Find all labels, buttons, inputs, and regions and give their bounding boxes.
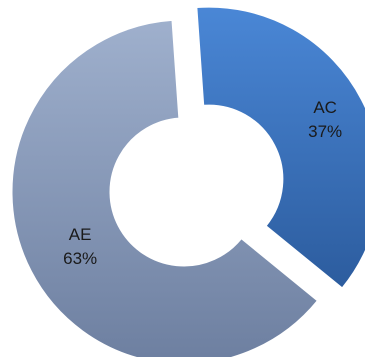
- slice-ae: [11, 19, 318, 357]
- slice-label-ac-percent: 37%: [308, 122, 342, 141]
- slice-labels: AC 37% AE 63%: [63, 98, 342, 268]
- slice-label-ae-category: AE: [69, 225, 92, 244]
- slice-label-ac-category: AC: [313, 98, 337, 117]
- slice-label-ae-percent: 63%: [63, 249, 97, 268]
- slice-ac: [196, 6, 365, 289]
- donut-slices: [11, 6, 365, 357]
